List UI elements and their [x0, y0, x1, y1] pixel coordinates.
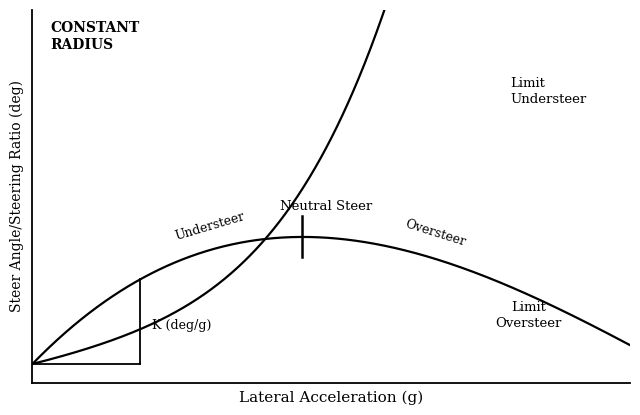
Text: Limit
Understeer: Limit Understeer — [511, 77, 587, 106]
Text: Understeer: Understeer — [173, 210, 246, 243]
Text: Neutral Steer: Neutral Steer — [280, 200, 372, 213]
Text: K (deg/g): K (deg/g) — [152, 319, 211, 332]
Text: Limit
Oversteer: Limit Oversteer — [495, 300, 562, 330]
Y-axis label: Steer Angle/Steering Ratio (deg): Steer Angle/Steering Ratio (deg) — [10, 80, 24, 312]
Text: Oversteer: Oversteer — [403, 218, 467, 249]
X-axis label: Lateral Acceleration (g): Lateral Acceleration (g) — [239, 391, 424, 405]
Text: CONSTANT
RADIUS: CONSTANT RADIUS — [51, 21, 140, 52]
